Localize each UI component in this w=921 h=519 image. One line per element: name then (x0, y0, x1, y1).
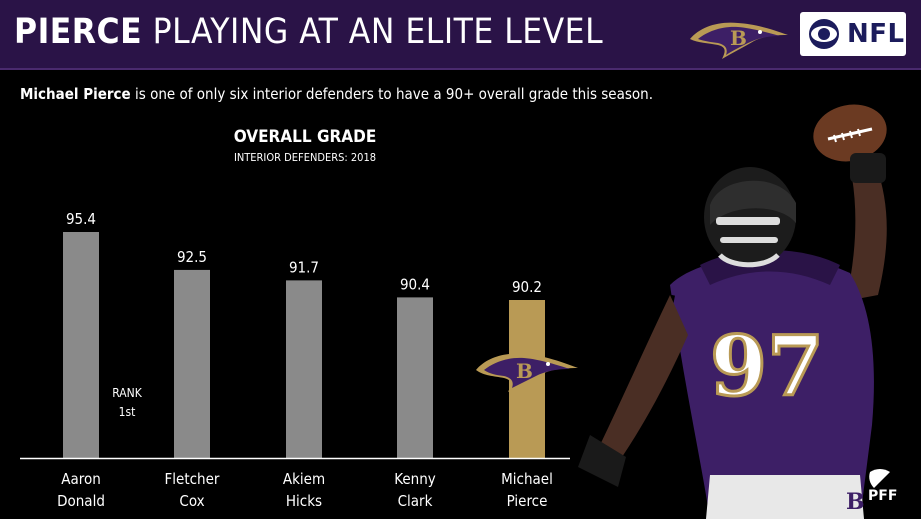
description-name: Michael Pierce (20, 85, 131, 103)
value-label-1: 92.5 (177, 248, 207, 266)
rank-value: 1st (118, 405, 136, 419)
bar-2 (286, 280, 322, 458)
value-label-3: 90.4 (400, 275, 430, 293)
header-divider (0, 68, 921, 70)
ravens-logo-icon: B (690, 22, 788, 59)
bar-1 (174, 269, 210, 458)
bar-0 (63, 232, 99, 458)
ravens-logo-icon: B (476, 353, 578, 392)
title-bold: PIERCE (14, 12, 143, 52)
value-label-0: 95.4 (66, 210, 96, 228)
category-label-2-0: Akiem (283, 470, 325, 488)
category-label-2-1: Hicks (286, 492, 322, 510)
description-text: Michael Pierce is one of only six interi… (20, 85, 653, 103)
svg-text:97: 97 (710, 319, 824, 415)
pff-logo-icon: PFF (868, 469, 897, 504)
nfl-label: NFL (847, 19, 905, 49)
value-label-4: 90.2 (512, 278, 542, 296)
player-photo: 97 B (578, 104, 887, 519)
svg-text:B: B (516, 359, 533, 383)
title-rest: PLAYING AT AN ELITE LEVEL (152, 12, 604, 52)
category-label-1-0: Fletcher (165, 470, 220, 488)
category-label-4-1: Pierce (507, 492, 548, 510)
page-title: PIERCE PLAYING AT AN ELITE LEVEL (14, 12, 603, 52)
description-rest: is one of only six interior defenders to… (130, 85, 653, 103)
svg-text:PFF: PFF (868, 488, 897, 504)
category-label-0-1: Donald (57, 492, 105, 510)
chart-subtitle: INTERIOR DEFENDERS: 2018 (233, 151, 377, 164)
category-label-1-1: Cox (179, 492, 204, 510)
svg-text:B: B (846, 489, 865, 515)
chart-title: OVERALL GRADE (233, 127, 377, 147)
value-label-2: 91.7 (289, 258, 319, 276)
category-label-3-1: Clark (398, 492, 433, 510)
category-label-0-0: Aaron (61, 470, 101, 488)
rank-callout: RANK 1st (100, 384, 154, 422)
category-label-3-0: Kenny (394, 470, 436, 488)
cbs-eye-icon (809, 19, 839, 49)
bar-3 (397, 297, 433, 458)
category-label-4-0: Michael (501, 470, 553, 488)
svg-text:B: B (730, 26, 747, 50)
rank-label: RANK (112, 386, 142, 400)
